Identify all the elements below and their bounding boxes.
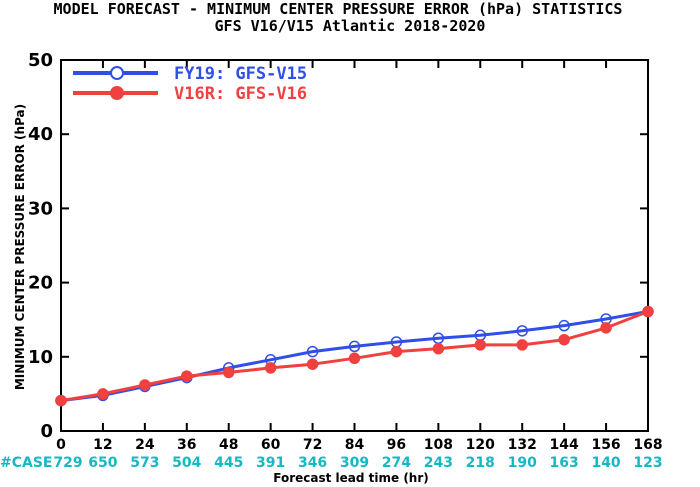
data-point (600, 322, 612, 334)
data-point (139, 379, 151, 391)
case-count: 309 (340, 455, 369, 471)
case-count: 573 (130, 455, 159, 471)
case-count: 504 (172, 455, 201, 471)
legend-marker (110, 86, 124, 100)
series-layer (55, 305, 654, 407)
x-tick-label: 60 (261, 437, 281, 453)
y-tick-label: 20 (28, 273, 53, 294)
data-point (390, 345, 403, 358)
data-point (474, 339, 487, 351)
x-tick-label: 36 (177, 437, 196, 453)
x-tick-label: 72 (303, 437, 322, 453)
x-tick-label: 144 (550, 437, 579, 453)
y-axis: 0 10 20 30 40 50 (28, 50, 648, 442)
case-count: 650 (88, 455, 117, 471)
x-tick-label: 96 (387, 437, 406, 453)
plot-border (60, 59, 649, 432)
data-point (306, 345, 319, 358)
data-point (558, 319, 570, 332)
data-point (642, 305, 654, 318)
data-point (264, 362, 277, 374)
data-point (306, 358, 319, 370)
chart-title: MODEL FORECAST - MINIMUM CENTER PRESSURE… (54, 0, 623, 18)
case-count: 163 (550, 455, 579, 471)
y-tick-label: 30 (28, 198, 53, 219)
x-tick-label: 168 (633, 437, 662, 453)
case-count: 218 (466, 455, 495, 471)
case-count: 140 (591, 455, 620, 471)
plot-frame (60, 59, 649, 432)
legend-label: FY19: GFS-V15 (174, 64, 307, 84)
data-point (348, 352, 361, 365)
case-count: 445 (214, 455, 243, 471)
series-2 (55, 305, 654, 407)
x-axis: 0 12 24 36 48 60 72 84 96 108 120 132 144 156 168 (56, 60, 663, 453)
x-tick-label: 156 (591, 437, 620, 453)
case-row-label: #CASE (0, 455, 53, 471)
y-tick-label: 40 (28, 124, 53, 145)
x-tick-label: 12 (93, 437, 112, 453)
data-point (516, 339, 528, 351)
x-tick-label: 24 (135, 437, 155, 453)
case-count: 190 (508, 455, 537, 471)
case-count: 123 (633, 455, 662, 471)
data-point (348, 340, 361, 353)
x-tick-label: 84 (345, 437, 365, 453)
legend-marker (110, 66, 124, 80)
data-point (222, 366, 235, 379)
x-tick-label: 48 (219, 437, 238, 453)
y-tick-label: 10 (28, 347, 53, 368)
case-count: 346 (298, 455, 327, 471)
x-tick-label: 0 (56, 437, 66, 453)
case-count: 243 (424, 455, 453, 471)
data-point (97, 388, 109, 400)
x-tick-label: 108 (424, 437, 453, 453)
data-point (432, 342, 445, 355)
data-point (181, 370, 193, 382)
data-point (516, 325, 528, 337)
x-axis-label: Forecast lead time (hr) (273, 471, 429, 485)
y-tick-label: 50 (28, 50, 53, 71)
x-tick-label: 132 (508, 437, 537, 453)
legend-label: V16R: GFS-V16 (174, 84, 307, 104)
case-count: 274 (382, 455, 411, 471)
case-count-row: #CASE 729 650 573 504 445 391 346 309 274 243 218 1… (0, 455, 663, 471)
data-point (55, 394, 67, 407)
case-count: 391 (256, 455, 285, 471)
case-count: 729 (53, 455, 82, 471)
y-tick-label: 0 (40, 421, 53, 442)
x-tick-label: 120 (466, 437, 495, 453)
data-point (558, 333, 570, 346)
y-axis-label: MINIMUM CENTER PRESSURE ERROR (hPa) (13, 104, 27, 390)
chart-subtitle: GFS V16/V15 Atlantic 2018-2020 (215, 17, 486, 35)
